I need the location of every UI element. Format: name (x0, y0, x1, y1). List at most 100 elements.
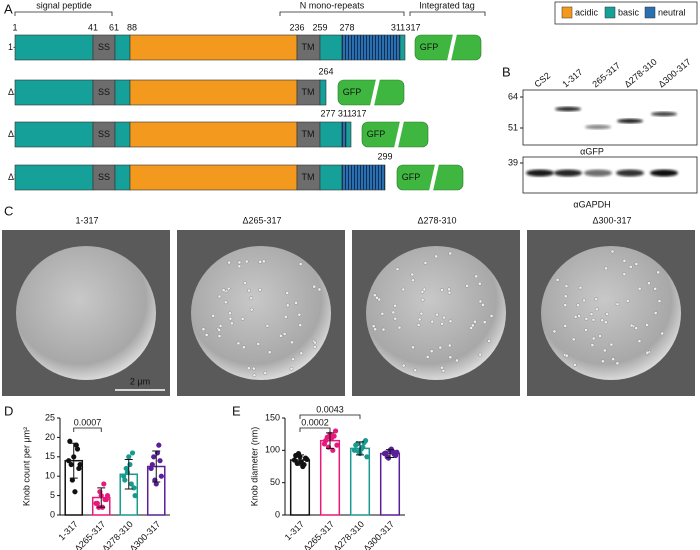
data-point (102, 496, 108, 503)
label: Knob diameter (nm) (249, 427, 259, 507)
knob (441, 369, 446, 373)
label: Δ278-310 (417, 215, 456, 225)
x-tick-label: Δ300-317 (361, 519, 396, 550)
label: 1 (12, 22, 17, 32)
sig-bracket (299, 427, 331, 432)
knob (634, 262, 639, 266)
domain (14, 79, 94, 106)
knob (465, 284, 469, 288)
data-point (301, 461, 307, 468)
domain (14, 121, 94, 148)
band (651, 111, 677, 117)
knob (279, 334, 283, 338)
knob (247, 366, 251, 371)
knob (552, 329, 557, 334)
label: Δ278-310 (622, 57, 658, 90)
data-point (72, 489, 78, 495)
knob (373, 293, 377, 298)
knob (610, 249, 615, 254)
knob (440, 365, 444, 370)
data-point (149, 461, 155, 468)
domain (129, 164, 298, 191)
y-tick-label: 10 (45, 471, 55, 481)
data-point (330, 447, 336, 453)
knob (628, 265, 633, 269)
data-point (128, 481, 134, 487)
knob (425, 355, 430, 359)
knob (289, 366, 294, 371)
bar (289, 459, 311, 516)
data-point (126, 454, 132, 460)
knob (227, 260, 231, 265)
domain (341, 34, 401, 61)
knob (634, 326, 638, 330)
label: 1-317 (560, 67, 584, 89)
knob (448, 355, 453, 360)
knob (243, 281, 247, 285)
y-tick-label: 0 (50, 509, 55, 519)
knob (395, 267, 400, 272)
knob (240, 317, 245, 321)
knob (380, 312, 385, 316)
knob (478, 281, 482, 286)
y-tick-label: 100 (265, 445, 280, 455)
knob (447, 290, 452, 295)
knob (228, 311, 232, 316)
knob (411, 345, 415, 350)
label: SS (98, 129, 110, 139)
knob (317, 287, 322, 292)
knob (393, 316, 397, 321)
label: Δ265-317 (242, 215, 281, 225)
data-point (334, 442, 340, 448)
knob (478, 299, 483, 304)
domain (129, 34, 298, 61)
domain (14, 164, 94, 191)
knob (434, 254, 439, 259)
error-bar (124, 459, 133, 490)
knob (601, 359, 605, 364)
label: 2 μm (130, 376, 150, 386)
tag-break (447, 34, 457, 61)
knob (563, 294, 568, 299)
knob (313, 345, 317, 349)
knob (228, 316, 233, 321)
label: GFP (343, 87, 362, 97)
knob (594, 297, 599, 302)
knob (218, 324, 223, 328)
knob (397, 325, 402, 330)
data-point (294, 460, 300, 466)
x-tick-label: Δ278-310 (331, 519, 366, 550)
knob (217, 294, 222, 299)
knob (211, 314, 215, 318)
tag-break (370, 79, 380, 106)
legend-swatch (644, 6, 656, 19)
knob (236, 341, 241, 346)
knob (598, 334, 602, 338)
knob (249, 307, 254, 312)
label: 264 (318, 66, 333, 76)
knob (604, 320, 608, 325)
knob (299, 351, 304, 356)
knob (604, 266, 608, 271)
y-tick-label: 5 (50, 490, 55, 500)
knob (602, 348, 607, 353)
knob (625, 299, 630, 303)
knob (419, 311, 424, 316)
label: 0.0043 (316, 404, 344, 414)
label: 317 (405, 22, 420, 32)
knob (582, 298, 586, 303)
y-tick-label: 0 (275, 509, 280, 519)
band (617, 118, 643, 124)
knob (393, 303, 397, 308)
label: TM (302, 87, 315, 97)
knob (423, 261, 428, 265)
knob (591, 317, 596, 322)
data-point (129, 450, 136, 456)
knob (422, 287, 427, 292)
data-point (94, 500, 100, 506)
label: 1-317 (75, 215, 98, 225)
knob (284, 315, 288, 319)
knob (256, 342, 261, 346)
knob (482, 320, 487, 324)
knob (474, 274, 478, 279)
